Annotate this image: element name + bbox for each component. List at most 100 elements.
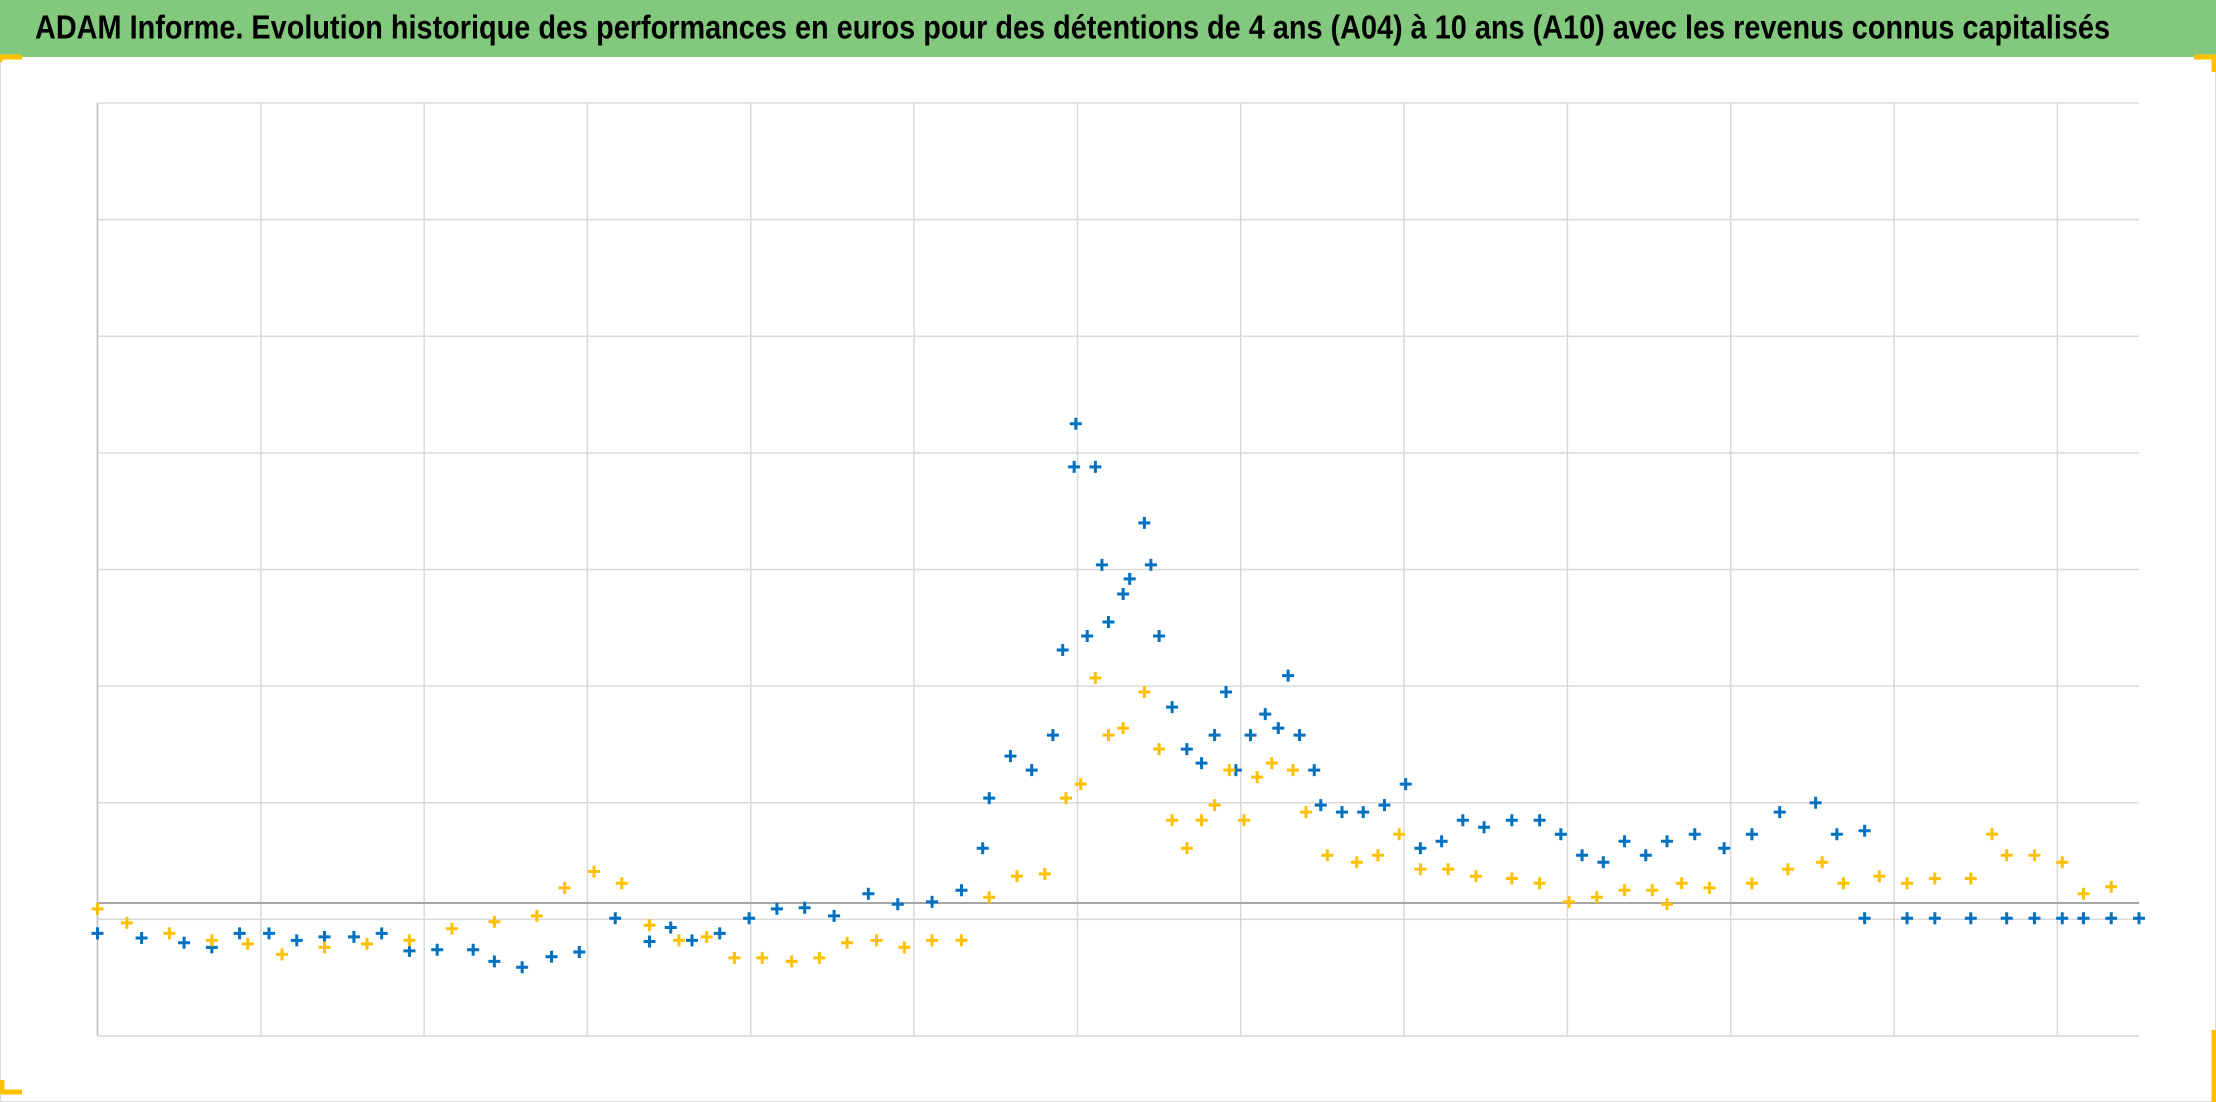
corner <box>2194 54 2216 72</box>
data-point <box>403 934 416 947</box>
data-point <box>276 948 289 961</box>
data-point <box>1059 792 1072 805</box>
data-point <box>1718 842 1731 855</box>
data-point <box>1138 516 1151 529</box>
data-point <box>685 934 698 947</box>
data-point <box>241 937 254 950</box>
data-point <box>1074 778 1087 791</box>
data-point <box>1089 460 1102 473</box>
data-point <box>1089 671 1102 684</box>
data-point <box>1287 764 1299 777</box>
data-point <box>926 895 939 908</box>
data-point <box>2105 880 2118 893</box>
data-point <box>1117 722 1130 735</box>
data-point <box>262 927 275 940</box>
data-point <box>1414 842 1427 855</box>
data-point <box>1223 764 1236 777</box>
data-point <box>516 961 529 974</box>
data-point <box>290 934 303 947</box>
data-point <box>2000 912 2013 925</box>
data-point <box>1166 701 1179 714</box>
data-point <box>1773 806 1786 819</box>
data-point <box>1138 685 1151 698</box>
data-point <box>983 792 996 805</box>
data-point <box>672 934 685 947</box>
data-point <box>841 936 854 949</box>
data-point <box>770 902 783 915</box>
data-point <box>862 887 875 900</box>
data-point <box>1618 835 1631 848</box>
data-point <box>1350 856 1363 869</box>
corner <box>0 1080 22 1095</box>
data-point <box>558 881 571 894</box>
data-point <box>664 921 677 934</box>
data-point <box>1414 863 1427 876</box>
data-point <box>318 941 331 954</box>
data-point <box>1010 870 1023 883</box>
data-point <box>1964 872 1977 885</box>
data-point <box>1901 877 1914 890</box>
data-point <box>1095 558 1108 571</box>
data-point <box>1357 806 1370 819</box>
data-point <box>1986 828 1999 841</box>
data-point <box>1478 821 1491 834</box>
data-point <box>1102 729 1115 742</box>
data-point <box>1830 828 1843 841</box>
data-point <box>91 927 104 940</box>
data-point <box>1195 757 1208 770</box>
data-point <box>545 950 558 963</box>
data-point <box>318 930 331 943</box>
data-point <box>1300 806 1313 819</box>
data-point <box>1399 778 1412 791</box>
data-point <box>1265 757 1278 770</box>
data-point <box>1809 796 1822 809</box>
data-point <box>828 909 841 922</box>
data-point <box>1435 835 1448 848</box>
data-point <box>1563 895 1576 908</box>
data-point <box>1533 877 1546 890</box>
data-point <box>756 951 769 964</box>
chart-title: ADAM Informe. Evolution historique des p… <box>35 9 2110 46</box>
data-point <box>1314 799 1327 812</box>
data-point <box>1056 643 1069 656</box>
data-point <box>1964 912 1977 925</box>
data-point <box>1554 828 1567 841</box>
data-point <box>700 930 713 943</box>
data-point <box>375 927 388 940</box>
data-point <box>1576 849 1589 862</box>
data-point <box>1208 799 1221 812</box>
data-point <box>205 934 218 947</box>
data-point <box>1646 884 1659 897</box>
data-point <box>1244 729 1257 742</box>
data-point <box>178 936 191 949</box>
data-point <box>2056 856 2069 869</box>
data-point <box>1102 615 1115 628</box>
data-point <box>488 915 501 928</box>
data-point <box>1816 856 1829 869</box>
data-point <box>1272 722 1285 735</box>
data-point <box>1220 685 1233 698</box>
data-point <box>1858 912 1871 925</box>
data-point <box>1505 814 1518 827</box>
data-point <box>1180 842 1193 855</box>
data-point <box>1282 669 1295 682</box>
data-point <box>1901 912 1914 925</box>
data-point <box>2133 912 2145 925</box>
data-point <box>1153 629 1166 642</box>
data-point <box>347 930 360 943</box>
data-point <box>1025 764 1038 777</box>
data-point <box>135 932 148 945</box>
data-point <box>609 912 622 925</box>
data-point <box>2028 912 2041 925</box>
data-point <box>233 927 246 940</box>
data-point <box>1590 891 1603 904</box>
data-point <box>1858 824 1871 837</box>
data-point <box>163 927 176 940</box>
data-point <box>1873 870 1886 883</box>
data-point <box>798 901 811 914</box>
data-point <box>2000 849 2013 862</box>
data-point <box>1038 867 1051 880</box>
